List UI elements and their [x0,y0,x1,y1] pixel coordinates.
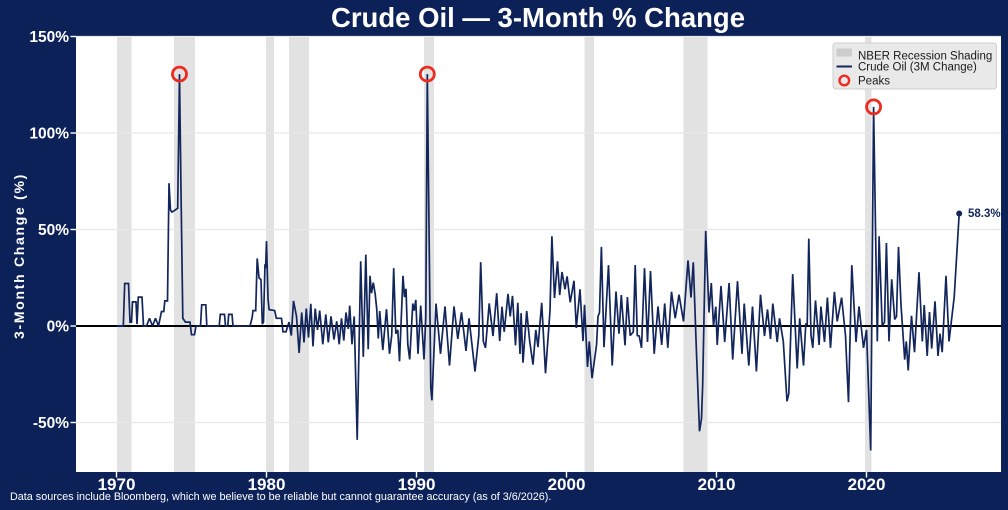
svg-text:100%: 100% [29,126,69,143]
svg-text:-50%: -50% [33,415,69,432]
svg-text:3-Month Change (%): 3-Month Change (%) [11,173,27,339]
svg-text:2020: 2020 [848,475,886,494]
svg-text:Crude Oil — 3-Month % Change: Crude Oil — 3-Month % Change [331,2,745,33]
svg-text:58.3%: 58.3% [968,208,1001,220]
svg-text:1970: 1970 [98,475,136,494]
svg-text:50%: 50% [38,222,69,239]
svg-text:NBER Recession Shading: NBER Recession Shading [858,51,992,63]
svg-text:1980: 1980 [248,475,286,494]
svg-text:2000: 2000 [548,475,586,494]
svg-text:2010: 2010 [698,475,736,494]
svg-text:150%: 150% [29,29,69,46]
svg-text:Peaks: Peaks [858,76,890,88]
svg-text:1990: 1990 [398,475,436,494]
svg-text:Data sources include Bloomberg: Data sources include Bloomberg, which we… [10,491,551,503]
svg-text:0%: 0% [47,319,70,336]
svg-text:Crude Oil (3M Change): Crude Oil (3M Change) [858,62,977,74]
